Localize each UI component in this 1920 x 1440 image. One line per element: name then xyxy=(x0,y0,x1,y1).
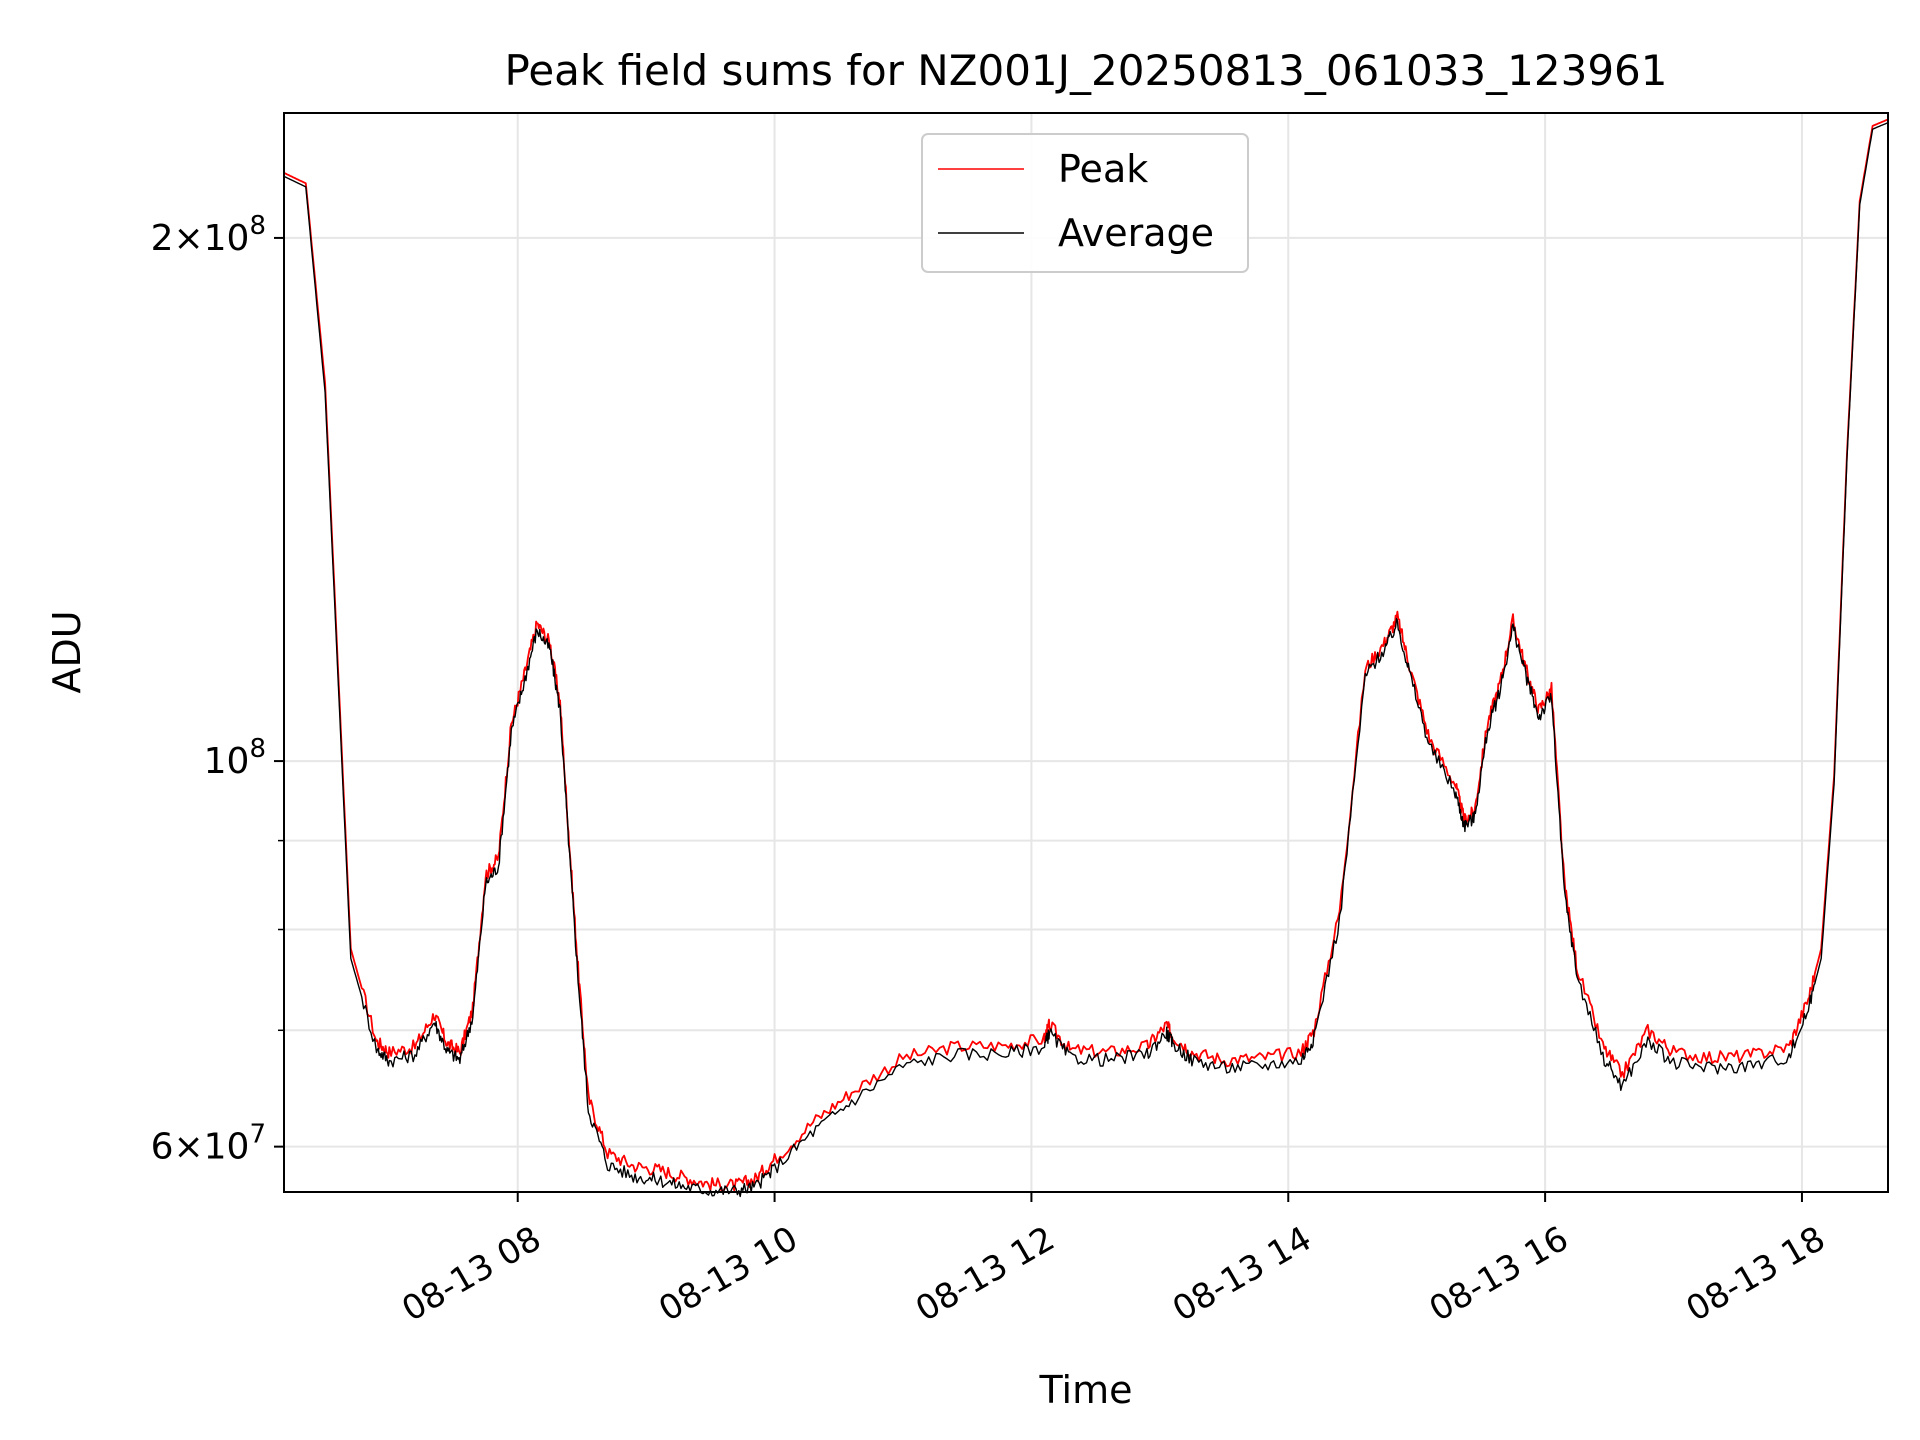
chart-title: Peak field sums for NZ001J_20250813_0610… xyxy=(505,46,1668,95)
legend-label-peak: Peak xyxy=(1058,147,1148,191)
y-tick-exponent: 8 xyxy=(249,211,266,241)
legend: Peak Average xyxy=(921,133,1249,273)
y-tick-label: 2×108 xyxy=(151,211,266,259)
y-axis-label: ADU xyxy=(45,610,89,693)
grid-lines xyxy=(284,113,1888,1192)
y-tick-base: 2×10 xyxy=(151,218,250,259)
series-line-average xyxy=(283,122,1889,1198)
y-tick-exponent: 8 xyxy=(249,734,266,764)
x-axis-label: Time xyxy=(1039,1368,1133,1412)
y-tick-base: 6×10 xyxy=(151,1127,250,1168)
series-lines xyxy=(283,118,1889,1198)
y-tick-exponent: 7 xyxy=(249,1120,266,1150)
legend-label-average: Average xyxy=(1058,211,1214,255)
y-tick-base: 10 xyxy=(204,741,250,782)
y-tick-label: 6×107 xyxy=(151,1120,266,1168)
plot-frame xyxy=(283,112,1889,1193)
y-tick-label: 108 xyxy=(204,734,266,782)
